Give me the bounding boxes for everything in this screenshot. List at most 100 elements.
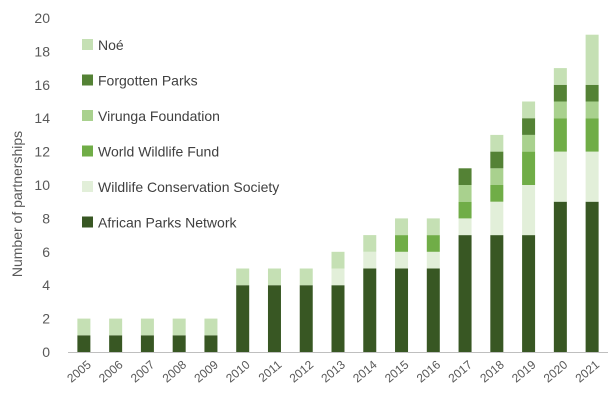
bar-segment [331, 268, 345, 286]
bar-segment [426, 251, 440, 269]
bar-segment [77, 318, 91, 336]
y-tick-label: 18 [34, 43, 50, 59]
x-tick-label: 2013 [318, 357, 348, 385]
x-axis-ticks: 2005 2006 2007 2008 2009 2010 2011 2012 2013 2014… [64, 357, 602, 385]
bar-segment [395, 235, 409, 252]
bar-segment [426, 268, 440, 352]
bar-segment [490, 134, 504, 152]
x-tick-label: 2021 [573, 357, 603, 385]
bar-segment [299, 268, 313, 286]
bar-segment [490, 185, 504, 202]
bar-segment [331, 285, 345, 352]
x-tick-label: 2010 [223, 357, 253, 385]
bar-segment [363, 235, 377, 252]
bar-segment [490, 168, 504, 185]
x-tick-label: 2016 [414, 357, 444, 385]
legend: Noé Forgotten Parks Virunga Foundation Worl… [82, 37, 279, 231]
legend-swatch [82, 216, 93, 228]
bar-segment [426, 218, 440, 236]
y-tick-label: 6 [42, 244, 50, 260]
bar-segment [553, 101, 567, 119]
x-tick-label: 2011 [256, 357, 285, 385]
bar-segment [553, 84, 567, 102]
bar-segment [267, 285, 281, 352]
x-tick-label: 2005 [64, 357, 94, 385]
bar-segment [236, 268, 250, 286]
bar-segment [585, 101, 599, 119]
bar-segment [140, 318, 154, 336]
legend-swatch [82, 74, 93, 86]
bar-segment [553, 118, 567, 152]
y-tick-label: 16 [34, 77, 50, 93]
bar-segment [458, 168, 472, 185]
bar-segment [140, 335, 154, 352]
bar-segment [363, 268, 377, 352]
bar-segment [458, 218, 472, 236]
y-axis-ticks: 0 2 4 6 8 10 12 14 16 18 20 [34, 10, 50, 360]
bar-segment [458, 185, 472, 202]
bar-segment [458, 235, 472, 352]
bar-segment [522, 101, 536, 119]
x-tick-label: 2008 [160, 357, 190, 385]
legend-swatch [82, 39, 93, 50]
legend-label: Wildlife Conservation Society [98, 179, 279, 195]
bar-segment [553, 151, 567, 202]
bar-segment [77, 335, 91, 352]
bar-segment [553, 68, 567, 85]
legend-swatch [82, 181, 93, 192]
bar-segment [585, 151, 599, 202]
bar-segment [204, 318, 218, 336]
x-tick-label: 2019 [509, 357, 539, 385]
bar-segment [522, 151, 536, 185]
bar-segment [299, 285, 313, 352]
y-tick-label: 10 [34, 177, 50, 193]
bar-segment [426, 235, 440, 252]
bar-segment [522, 134, 536, 152]
bar-segment [458, 201, 472, 219]
bar-segment [490, 235, 504, 352]
bar-segment [490, 201, 504, 236]
bar-segment [553, 201, 567, 352]
legend-label: African Parks Network [98, 215, 237, 231]
y-tick-label: 2 [42, 311, 50, 327]
x-tick-label: 2006 [96, 357, 126, 385]
y-tick-label: 0 [42, 344, 50, 360]
y-tick-label: 20 [34, 10, 50, 26]
x-tick-label: 2012 [287, 357, 317, 385]
legend-label: Virunga Foundation [98, 108, 220, 124]
bar-segment [585, 84, 599, 102]
y-axis-label: Number of partnerships [9, 131, 25, 277]
y-tick-label: 14 [34, 110, 50, 126]
bar-segment [331, 251, 345, 269]
legend-label: Forgotten Parks [98, 73, 198, 89]
bar-segment [172, 335, 186, 352]
bar-segment [109, 335, 123, 352]
y-tick-label: 4 [42, 277, 50, 293]
x-tick-label: 2017 [446, 357, 476, 385]
legend-swatch [82, 110, 93, 121]
x-tick-label: 2014 [350, 357, 380, 385]
x-tick-label: 2018 [477, 357, 507, 385]
bar-segment [585, 34, 599, 85]
bar-segment [585, 201, 599, 352]
bar-segment [204, 335, 218, 352]
bar-segment [395, 268, 409, 352]
y-tick-label: 12 [34, 144, 50, 160]
x-tick-label: 2020 [541, 357, 571, 385]
bar-segment [585, 118, 599, 152]
x-tick-label: 2007 [128, 357, 158, 385]
bar-segment [395, 251, 409, 269]
legend-label: Noé [98, 37, 124, 53]
bar-segment [522, 118, 536, 135]
bar-segment [522, 235, 536, 352]
bar-segment [172, 318, 186, 336]
bar-segment [490, 151, 504, 169]
bar-segment [109, 318, 123, 336]
bar-segment [522, 185, 536, 236]
bar-segment [363, 251, 377, 269]
bar-segment [236, 285, 250, 352]
x-tick-label: 2015 [382, 357, 412, 385]
bar-segment [267, 268, 281, 286]
y-tick-label: 8 [42, 210, 50, 226]
